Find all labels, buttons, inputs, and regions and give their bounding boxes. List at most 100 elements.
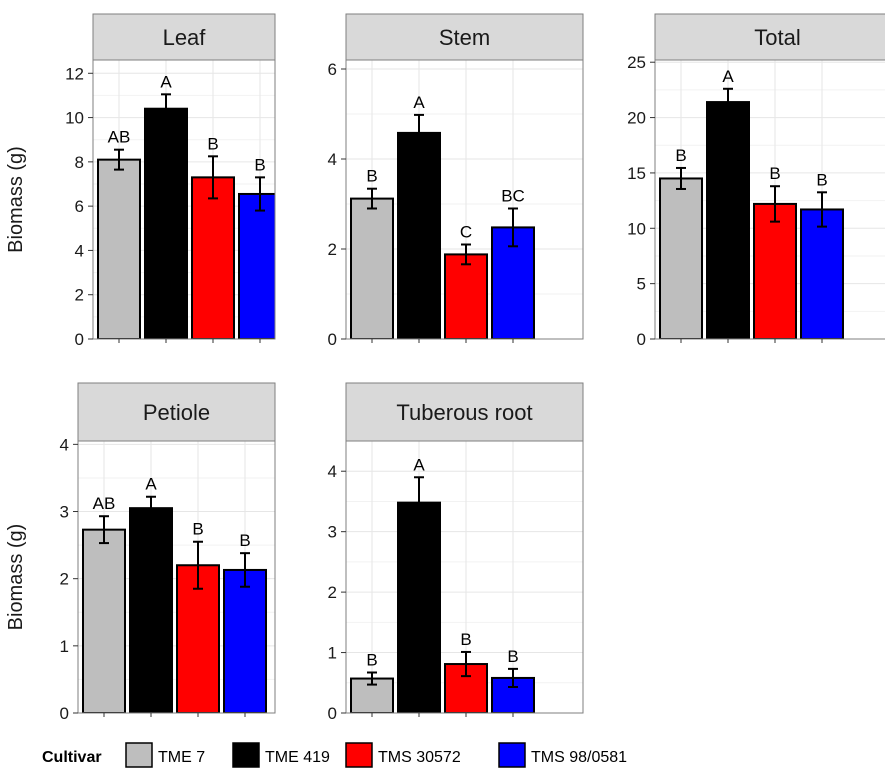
- panel-border: [92, 59, 276, 340]
- significance-letter: A: [160, 72, 172, 91]
- y-tick-label: 0: [60, 704, 69, 723]
- y-axis: 0 2 4 6: [328, 60, 514, 349]
- y-tick-label: 0: [637, 330, 646, 349]
- significance-letter: B: [816, 170, 827, 189]
- error-bar-tme-419: [414, 113, 424, 152]
- error-bar-tme-419: [414, 476, 424, 530]
- y-tick-label: 8: [75, 153, 84, 172]
- panel-border: [345, 440, 584, 714]
- panel-border: [345, 59, 584, 340]
- panel-strip: [92, 13, 276, 61]
- y-axis: 0 5 10 15 20 25: [627, 53, 823, 349]
- error-bar-tms-98-0581: [508, 207, 518, 248]
- bar-tme-7: [350, 197, 394, 339]
- y-axis-label: Biomass (g): [5, 146, 27, 253]
- y-tick-label: 10: [65, 109, 84, 128]
- panel-strip: [654, 13, 885, 61]
- panel-strip: [345, 13, 584, 61]
- significance-letter: B: [460, 630, 471, 649]
- panel-title: Leaf: [163, 25, 207, 50]
- legend-key: [345, 742, 373, 768]
- error-bar-tme-7: [99, 515, 109, 545]
- y-tick-label: 1: [60, 637, 69, 656]
- bars: B A B B: [659, 67, 844, 339]
- y-tick-label: 2: [328, 583, 337, 602]
- error-bar-tms-30572: [208, 155, 218, 200]
- error-bar-tms-30572: [461, 650, 471, 678]
- significance-letter: B: [769, 164, 780, 183]
- error-bar-tme-7: [367, 187, 377, 210]
- panel-title: Tuberous root: [396, 400, 532, 425]
- legend-label: TME 7: [158, 749, 205, 766]
- y-tick-label: 0: [75, 330, 84, 349]
- y-tick-label: 4: [328, 462, 337, 481]
- y-tick-label: 4: [75, 241, 84, 260]
- legend-item-tms-30572: TMS 30572: [345, 742, 461, 768]
- bar-tme-7: [97, 158, 141, 339]
- error-bar-tme-7: [676, 166, 686, 190]
- legend-item-tms-98-0581: TMS 98/0581: [498, 742, 627, 768]
- significance-letter: B: [239, 531, 250, 550]
- legend-item-tme-7: TME 7: [125, 742, 205, 768]
- error-bar-tms-98-0581: [817, 191, 827, 228]
- y-tick-label: 4: [60, 435, 69, 454]
- error-bar-tme-419: [161, 93, 171, 125]
- bar-tms-30572: [176, 564, 220, 713]
- y-axis-label: Biomass (g): [5, 524, 27, 631]
- error-bar-tms-30572: [770, 185, 780, 223]
- legend-label: TME 419: [265, 749, 330, 766]
- y-tick-label: 2: [75, 286, 84, 305]
- y-tick-label: 0: [328, 330, 337, 349]
- bars: B A B B: [350, 455, 535, 713]
- legend-label: TMS 30572: [378, 749, 461, 766]
- significance-letter: B: [254, 155, 265, 174]
- bar-tms-98-0581: [223, 568, 267, 713]
- y-tick-label: 2: [328, 240, 337, 259]
- panel-tuberous-root: Tuberous root B A B B 0 1 2 3 4: [328, 382, 584, 723]
- y-tick-label: 5: [637, 275, 646, 294]
- y-tick-label: 12: [65, 64, 84, 83]
- legend-key: [498, 742, 526, 768]
- legend-title: Cultivar: [42, 749, 102, 766]
- legend-label: TMS 98/0581: [531, 749, 627, 766]
- y-tick-label: 20: [627, 109, 646, 128]
- bar-tme-419: [129, 507, 173, 713]
- significance-letter: C: [460, 223, 472, 242]
- panel-title: Petiole: [143, 400, 210, 425]
- significance-letter: B: [675, 146, 686, 165]
- significance-letter: B: [192, 520, 203, 539]
- bar-tme-7: [659, 177, 703, 339]
- panel-title: Total: [754, 25, 800, 50]
- panel-stem: Stem B A C BC 0 2 4 6: [328, 13, 584, 349]
- y-tick-label: 4: [328, 150, 337, 169]
- bars: B A C BC: [350, 93, 535, 339]
- error-bar-tms-98-0581: [508, 667, 518, 689]
- error-bar-tms-30572: [193, 540, 203, 590]
- significance-letter: AB: [93, 494, 116, 513]
- y-tick-label: 2: [60, 570, 69, 589]
- bar-tms-30572: [191, 176, 235, 339]
- error-bar-tms-30572: [461, 243, 471, 266]
- error-bar-tme-419: [146, 495, 156, 521]
- significance-letter: A: [413, 455, 425, 474]
- legend-key: [125, 742, 153, 768]
- error-bar-tms-98-0581: [255, 176, 265, 212]
- y-tick-label: 0: [328, 704, 337, 723]
- significance-letter: BC: [501, 187, 525, 206]
- y-tick-label: 15: [627, 164, 646, 183]
- panel-border: [654, 59, 885, 340]
- y-tick-label: 3: [328, 523, 337, 542]
- significance-letter: A: [413, 93, 425, 112]
- significance-letter: A: [722, 67, 734, 86]
- y-tick-label: 1: [328, 644, 337, 663]
- bar-tme-419: [397, 501, 441, 713]
- significance-letter: B: [366, 167, 377, 186]
- panel-title: Stem: [439, 25, 490, 50]
- panel-strip: [77, 382, 276, 442]
